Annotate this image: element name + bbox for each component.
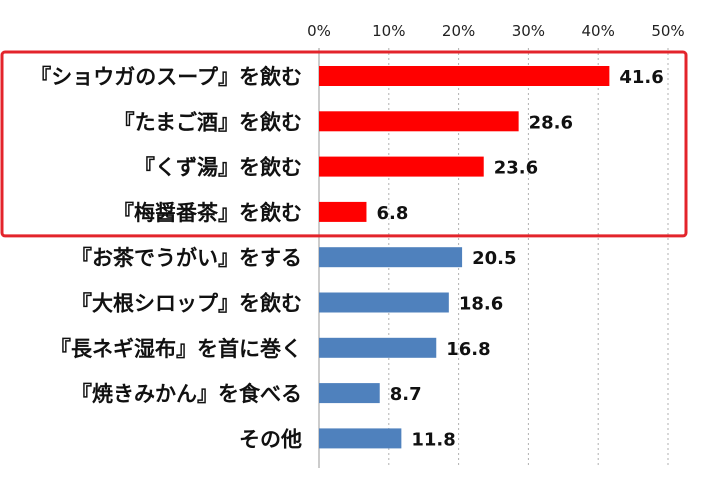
category-labels: 『ショウガのスープ』を飲む『たまご酒』を飲む『くず湯』を飲む『梅醤番茶』を飲む『… xyxy=(30,65,302,451)
bar xyxy=(319,383,380,404)
x-tick-label: 0% xyxy=(307,22,331,40)
value-label: 8.7 xyxy=(390,384,422,405)
x-tick-label: 20% xyxy=(442,22,475,40)
value-label: 11.8 xyxy=(411,429,455,450)
category-label: 『長ネギ湿布』を首に巻く xyxy=(50,337,302,361)
bar xyxy=(319,292,449,313)
bar xyxy=(319,428,402,449)
value-label: 23.6 xyxy=(494,158,538,179)
value-label: 28.6 xyxy=(529,112,573,133)
category-label: 『くず湯』を飲む xyxy=(134,156,302,180)
x-tick-label: 30% xyxy=(512,22,545,40)
x-axis-ticks: 0% 10% 20% 30% 40% 50% xyxy=(307,22,685,40)
category-label: 『たまご酒』を飲む xyxy=(114,110,302,134)
value-labels: 41.6 28.6 23.6 6.8 20.5 18.6 16.8 8.7 11.8 xyxy=(376,67,663,450)
value-label: 6.8 xyxy=(376,203,408,224)
highlight-box xyxy=(0,50,688,238)
x-tick-label: 50% xyxy=(651,22,684,40)
x-tick-label: 10% xyxy=(372,22,405,40)
bar xyxy=(319,337,437,358)
category-label: 『梅醤番茶』を飲む xyxy=(113,201,302,225)
value-label: 41.6 xyxy=(619,67,663,88)
value-label: 20.5 xyxy=(472,248,516,269)
x-tick-label: 40% xyxy=(582,22,615,40)
value-label: 18.6 xyxy=(459,294,503,315)
category-label: 『大根シロップ』を飲む xyxy=(71,292,302,316)
category-label: 『ショウガのスープ』を飲む xyxy=(30,65,302,89)
bar xyxy=(319,66,610,86)
category-label: 『お茶でうがい』をする xyxy=(71,246,302,270)
bars xyxy=(319,66,610,449)
bar xyxy=(319,201,367,222)
value-label: 16.8 xyxy=(446,339,490,360)
highlight-box-layer xyxy=(0,50,688,238)
category-label: 『焼きみかん』を食べる xyxy=(71,382,302,406)
bar xyxy=(319,156,484,177)
bar xyxy=(319,247,463,268)
bar xyxy=(319,111,519,132)
category-label: その他 xyxy=(239,427,302,451)
